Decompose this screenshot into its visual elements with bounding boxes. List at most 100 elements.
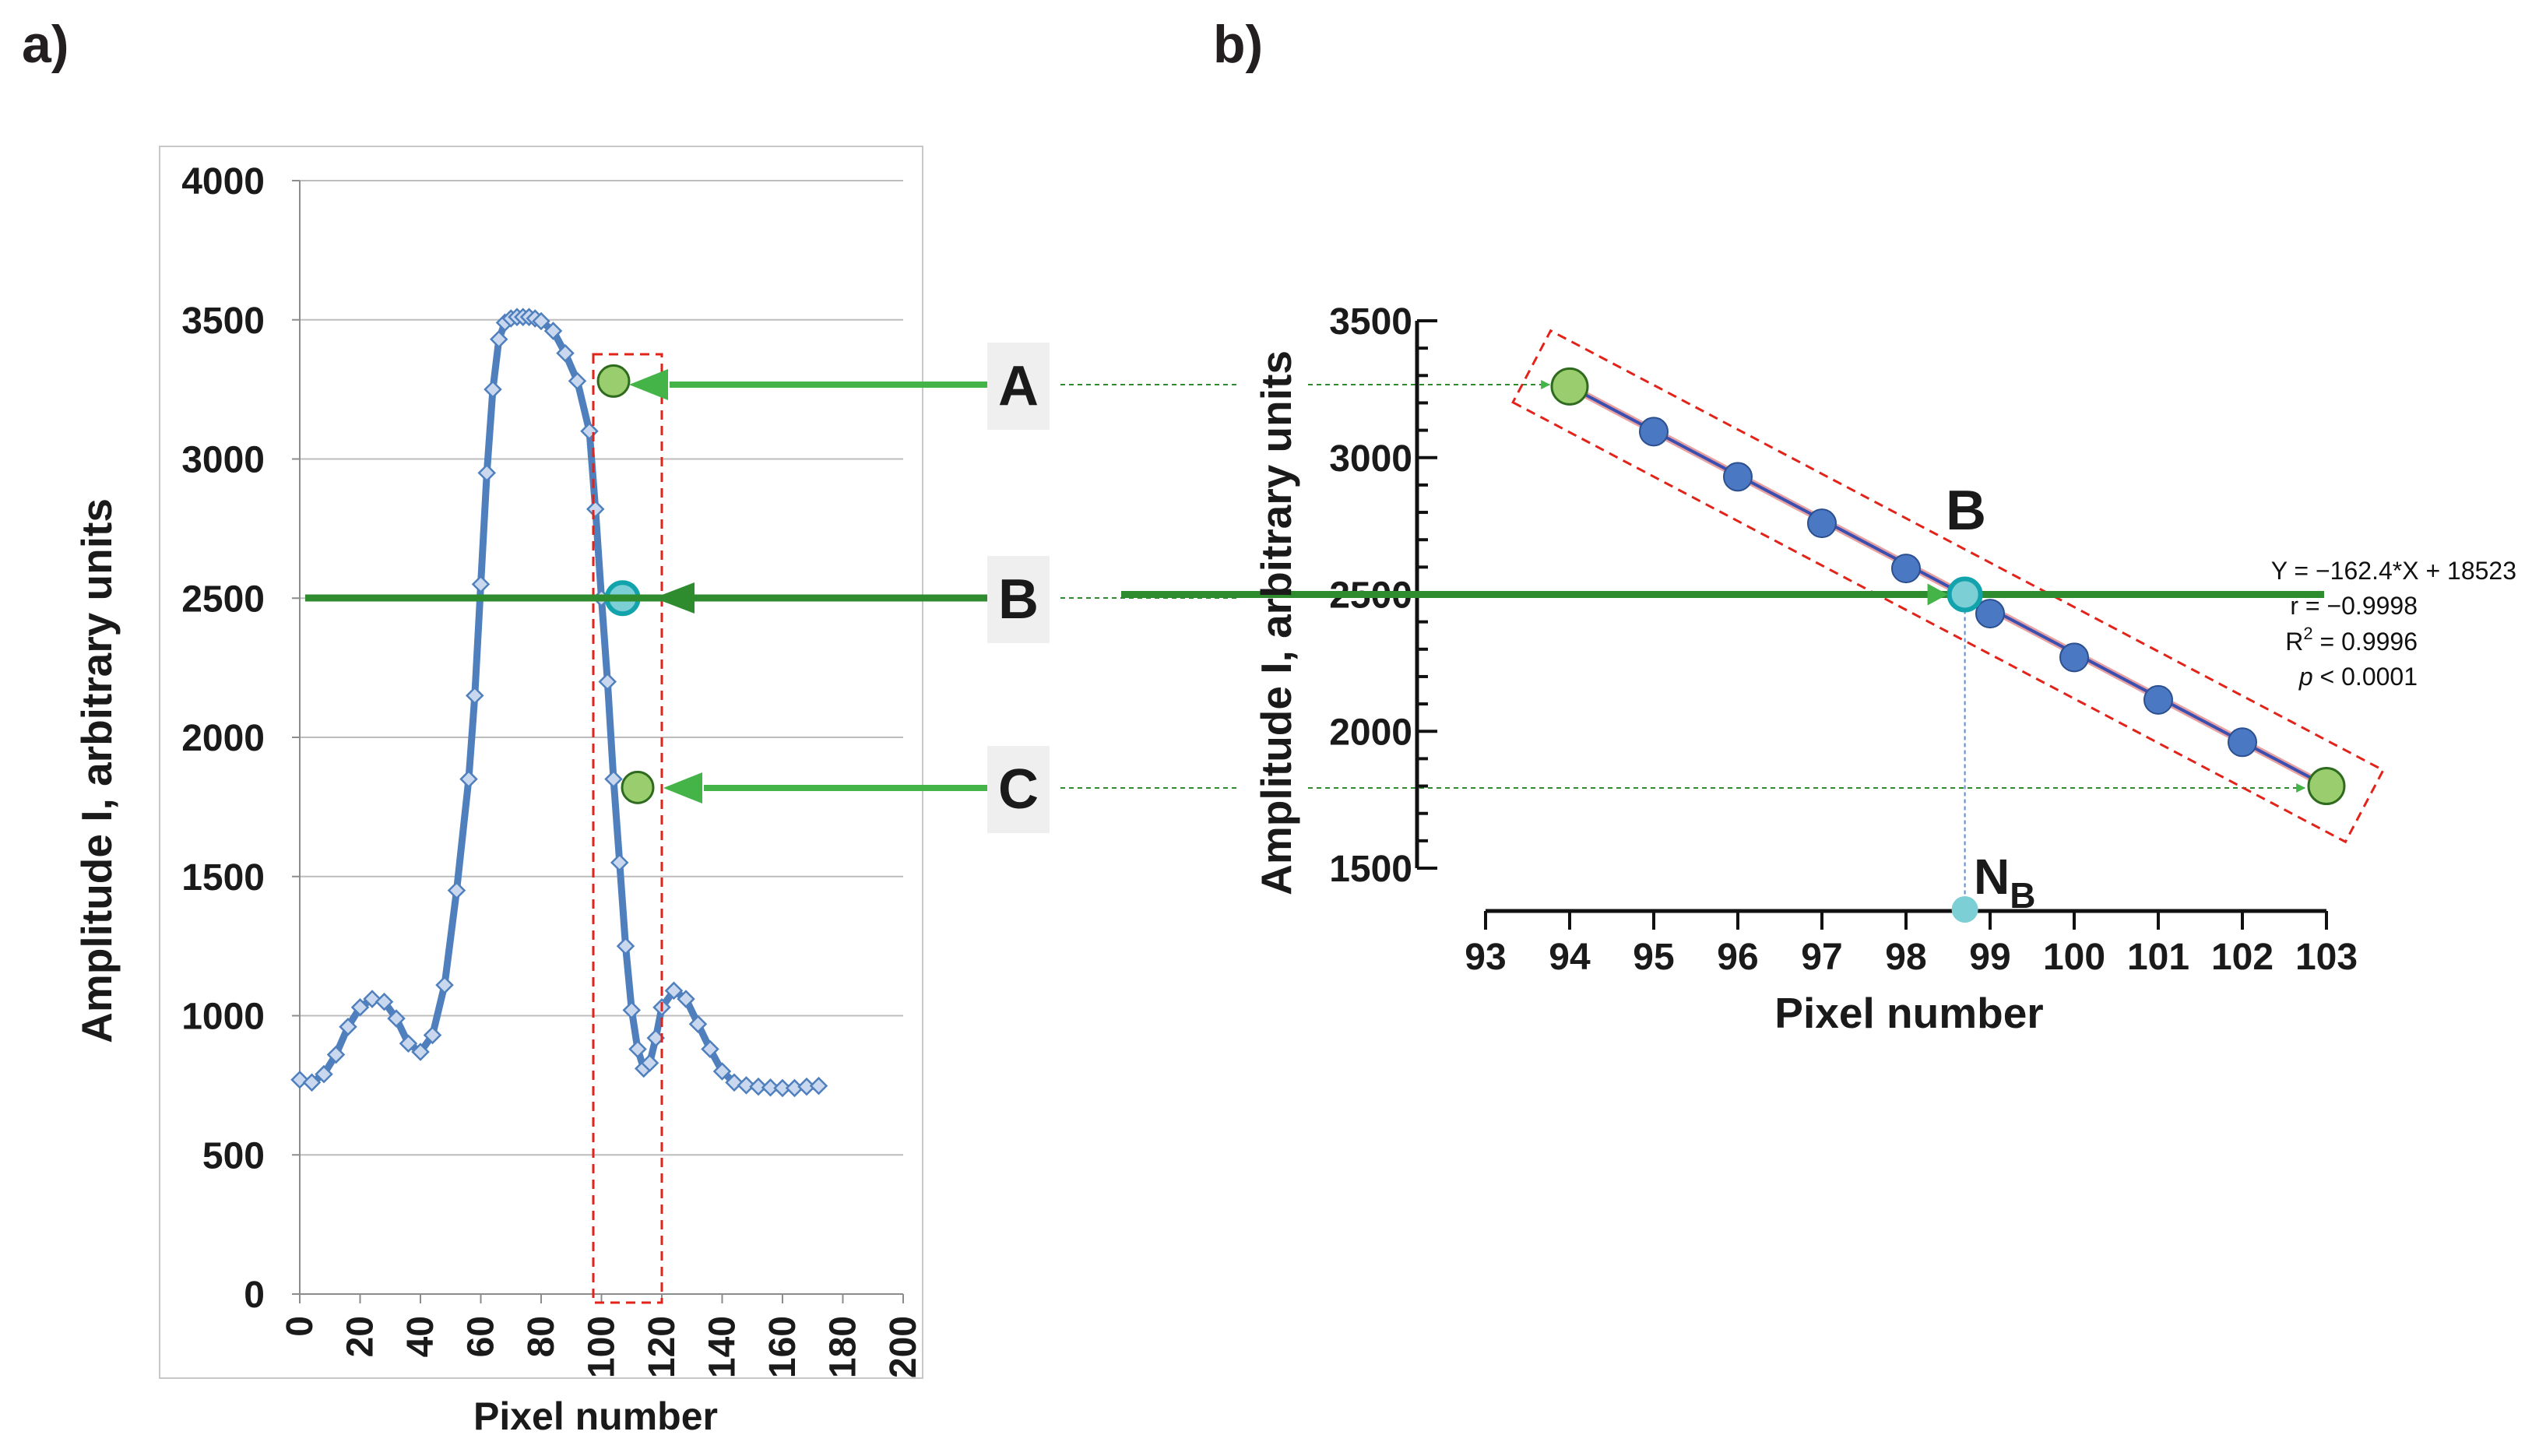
chart-a-data-point <box>761 1078 780 1097</box>
chart-a-data-point <box>471 575 491 594</box>
chart-a-data-point <box>302 1073 322 1092</box>
chart-a-x-tick-label: 200 <box>883 1316 924 1378</box>
chart-b-data-point <box>1639 417 1669 447</box>
chart-a-y-ticks: 0 500 1000 1500 2000 2500 3000 3500 4000 <box>181 161 300 1316</box>
marker-label-b: B <box>998 568 1039 631</box>
stats-r: r = −0.9998 <box>2290 592 2418 620</box>
chart-a-data-point <box>628 1039 647 1059</box>
chart-a-x-tick-label: 100 <box>582 1316 623 1378</box>
chart-b-data-point <box>1891 554 1921 584</box>
chart-a-data-point <box>326 1045 346 1064</box>
chart-a-x-tick-label: 120 <box>642 1316 683 1378</box>
stats-p-italic: p <box>2298 663 2313 691</box>
chart-b-data-point <box>1723 462 1753 492</box>
chart-a-data-point <box>484 380 502 399</box>
chart-b-x-tick-label: 93 <box>1465 937 1506 978</box>
chart-a-data-point <box>447 881 466 900</box>
chart-b-data-point <box>2059 642 2089 673</box>
stats-r2-value: = 0.9996 <box>2313 628 2418 656</box>
chart-a-data-point <box>809 1076 828 1096</box>
chart-a-data-point <box>568 371 587 391</box>
chart-a: 0 500 1000 1500 2000 2500 3000 3500 4000 0 20 40 60… <box>72 146 924 1438</box>
chart-a-x-tick-label: 40 <box>400 1316 441 1357</box>
nb-label-sub: B <box>2010 875 2035 916</box>
chart-b-axes <box>1415 321 2326 913</box>
stats-r2-sup: 2 <box>2303 624 2312 643</box>
chart-b-endpoint <box>1550 367 1589 406</box>
stats-p-value: < 0.0001 <box>2313 663 2418 691</box>
chart-b-fit-line <box>1569 385 2327 788</box>
chart-b-x-tick-label: 96 <box>1717 937 1758 978</box>
chart-a-y-tick-label: 3500 <box>181 301 265 342</box>
chart-b-data-point <box>1975 599 2005 629</box>
chart-a-data-point <box>477 463 497 483</box>
chart-a-data-point <box>556 343 575 363</box>
chart-a-data-point <box>399 1034 418 1053</box>
chart-b-y-axis-title: Amplitude I, arbitrary units <box>1252 350 1300 895</box>
chart-a-data-point <box>435 976 454 994</box>
chart-a-data-point <box>543 322 563 340</box>
chart-b-x-tick-label: 99 <box>1969 937 2010 978</box>
chart-b-y-tick-label: 2000 <box>1329 712 1412 753</box>
chart-b-reference-line <box>1121 583 2324 911</box>
chart-a-data-point <box>290 1070 309 1089</box>
chart-a-y-tick-label: 4000 <box>181 161 265 202</box>
chart-b-y-tick-label: 1500 <box>1329 849 1412 890</box>
chart-b-series <box>1550 367 2346 923</box>
chart-a-data-point <box>465 686 484 705</box>
chart-b-x-tick-label: 97 <box>1801 937 1842 978</box>
chart-b-point-b <box>1946 576 1983 613</box>
chart-b-y-tick-label: 3500 <box>1329 301 1412 343</box>
arrow-c-head <box>663 772 702 804</box>
chart-a-data-point <box>664 981 684 1001</box>
chart-a-x-tick-label: 160 <box>762 1316 804 1378</box>
chart-a-x-tick-label: 60 <box>461 1316 502 1357</box>
chart-a-data-point <box>737 1076 756 1095</box>
chart-b-x-tick-label: 103 <box>2295 937 2358 978</box>
marker-label-c: C <box>998 758 1039 821</box>
chart-a-data-point <box>604 769 623 789</box>
chart-a-x-tick-label: 180 <box>823 1316 864 1378</box>
stats-r2-prefix: R <box>2285 628 2303 656</box>
chart-a-data-point <box>640 1053 659 1073</box>
chart-a-data-point <box>350 998 370 1017</box>
chart-a-data-point <box>423 1025 442 1045</box>
chart-a-y-tick-label: 0 <box>244 1275 265 1316</box>
chart-a-x-tick-label: 140 <box>702 1316 744 1378</box>
chart-b-fit-line <box>1567 383 2329 790</box>
chart-a-frame <box>159 146 923 1379</box>
chart-a-data-point <box>598 672 617 691</box>
chart-a-highlight-box <box>592 353 663 1304</box>
arrow-b-head <box>654 582 695 614</box>
chart-a-data-point <box>532 311 550 331</box>
chart-b-x-tick-label: 94 <box>1549 937 1591 978</box>
chart-a-data-point <box>616 937 635 955</box>
marker-label-a: A <box>998 355 1039 417</box>
chart-b-dashed-box <box>1511 329 2385 844</box>
chart-b-reference-arrowhead <box>1927 583 1948 606</box>
nb-label-main: N <box>1974 849 2010 905</box>
chart-b-y-tick-label: 3000 <box>1329 438 1412 480</box>
chart-a-data-point <box>712 1062 732 1081</box>
chart-a-y-tick-label: 1500 <box>181 857 265 899</box>
chart-a-x-axis-title: Pixel number <box>473 1394 718 1438</box>
chart-a-data-point <box>459 769 478 789</box>
chart-a-y-axis-title: Amplitude I, arbitrary units <box>72 498 121 1043</box>
chart-a-point-c <box>621 770 655 804</box>
marker-box-b <box>987 556 1050 643</box>
chart-a-y-tick-label: 2500 <box>181 579 265 620</box>
chart-a-data-point <box>677 990 695 1008</box>
chart-a-series <box>290 308 828 1098</box>
chart-a-data-point <box>688 1015 708 1033</box>
chart-a-y-tick-label: 3000 <box>181 440 265 481</box>
chart-b-endpoint <box>2307 767 2346 806</box>
chart-b-x-tick-label: 102 <box>2211 937 2274 978</box>
chart-b-x-axis-title: Pixel number <box>1774 989 2043 1037</box>
chart-a-data-point <box>411 1043 430 1061</box>
chart-a-y-tick-label: 1000 <box>181 997 265 1038</box>
chart-a-x-tick-label: 20 <box>340 1316 382 1357</box>
chart-a-data-point <box>387 1009 406 1028</box>
